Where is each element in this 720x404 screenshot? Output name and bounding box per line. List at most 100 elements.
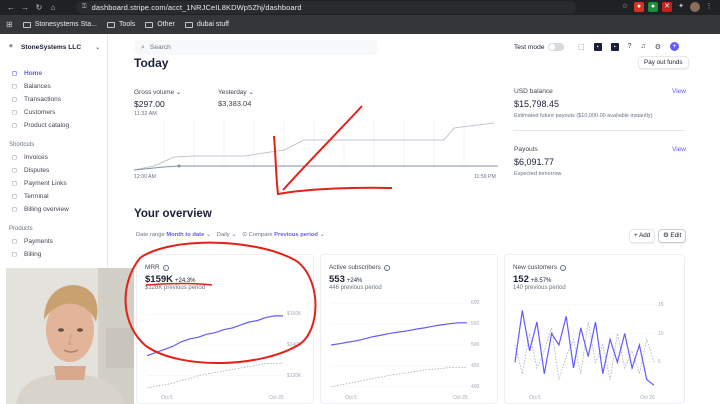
notifications-icon[interactable]: ♫ [640,43,646,50]
active-subscribers-card[interactable]: Active subscribers i 553 +24% 446 previous… [320,254,498,404]
extension-red-icon[interactable]: ● [634,2,644,12]
mrr-card[interactable]: MRR i $159K +24.3% $128K previous period $… [136,254,314,404]
x-tick-label: Oct 26 [453,395,468,401]
edit-overview-button[interactable]: ⚙ Edit [658,229,687,243]
test-mode-toggle[interactable] [548,43,565,51]
apps-icon[interactable]: ⬚ [578,43,585,51]
address-bar[interactable]: ⚿ dashboard.stripe.com/acct_1NRJCeIL8KDW… [76,1,576,14]
today-line [134,165,498,171]
y-tick-label: 400 [471,383,480,390]
sidebar-item-label: Product catalog [24,122,70,129]
sidebar-item-billing[interactable]: ◻ Billing [0,248,107,261]
shortcuts-heading: Shortcuts [9,142,35,148]
help-icon[interactable]: ? [627,43,632,50]
extension-green-icon[interactable]: ● [648,2,658,12]
sidebar-item-payment-links[interactable]: ◻ Payment Links [0,177,107,190]
profile-avatar[interactable] [690,2,700,12]
previous-period-line [146,363,283,389]
sidebar-item-billing-overview[interactable]: ◻ Billing overview [0,203,107,216]
y-tick-label: 5 [658,359,661,366]
card-previous: $128K previous period [145,285,206,291]
webcam-overlay [6,268,134,404]
settings-icon[interactable]: ⚙ [654,43,662,51]
back-icon[interactable]: ← [7,3,15,12]
reload-icon[interactable]: ↻ [35,3,43,12]
current-period-line [330,322,467,346]
billing-icon: ◻ [12,252,17,258]
sidebar-item-disputes[interactable]: ◻ Disputes [0,164,107,177]
apps-grid-icon[interactable]: ⊞ [6,20,13,29]
app-dark-icon[interactable]: ▪ [593,42,602,51]
compare-icon: ⊙ [242,232,248,238]
payouts-view-link[interactable]: View [672,146,686,153]
sidebar-item-product-catalog[interactable]: ◻ Product catalog [0,119,107,132]
account-switcher[interactable]: ◆ StoneSystems LLC ⌄ [0,34,107,51]
create-icon[interactable]: + [670,42,680,51]
date-range-filter[interactable]: Date range Month to date ⌄ [136,232,211,238]
url-text: dashboard.stripe.com/acct_1NRJCeIL8KDWp5… [91,3,302,12]
overview-filters: Date range Month to date ⌄ Daily ⌄ ⊙ Com… [136,232,324,238]
test-mode-label: Test mode [514,43,545,51]
sidebar-item-terminal[interactable]: ◻ Terminal [0,190,107,203]
card-previous: 140 previous period [513,285,566,291]
info-icon[interactable]: i [162,264,169,271]
sidebar-item-invoices[interactable]: ◻ Invoices [0,151,107,164]
today-x-start: 12:00 AM [134,174,156,180]
billing-icon: ◻ [12,207,17,213]
chevron-down-icon: ⌄ [319,232,325,238]
card-value: 553 [329,274,345,285]
account-name: StoneSystems LLC [21,43,82,51]
browser-menu-icon[interactable]: ⋮ [705,3,713,10]
app-dark2-icon[interactable]: ▪ [610,42,619,51]
yesterday-selector[interactable]: Yesterday ⌄ [218,89,254,96]
add-chart-button[interactable]: + Add [629,229,656,243]
sidebar-item-balances[interactable]: ◻ Balances [0,80,107,93]
search-placeholder: Search [149,44,171,51]
sidebar-item-label: Home [24,70,43,77]
sidebar-item-payments[interactable]: ◻ Payments [0,235,107,248]
sidebar-item-customers[interactable]: ◻ Customers [0,106,107,119]
usd-balance-view-link[interactable]: View [672,88,686,95]
bookmark-item[interactable]: Other [145,21,175,28]
products-nav: ◻ Payments ◻ Billing [0,235,107,261]
usd-balance-label: USD balance [514,88,553,95]
overview-heading: Your overview [134,208,212,220]
star-icon[interactable]: ☆ [621,3,629,10]
chevron-down-icon: ⌄ [205,232,211,238]
x-tick-label: Oct 5 [529,395,541,401]
today-chart [134,120,498,171]
bookmark-item[interactable]: Stonesystems Sta... [22,21,97,28]
bookmark-item[interactable]: dubai stuff [184,21,229,28]
bookmark-item[interactable]: Tools [106,21,135,28]
today-heading: Today [134,56,169,70]
interval-filter[interactable]: Daily ⌄ [216,232,237,238]
new-customers-card[interactable]: New customers i 152 +8.57% 140 previous pe… [504,254,685,404]
account-logo-icon: ◆ [9,43,13,49]
current-period-line [146,315,283,357]
extension-red2-icon[interactable]: ✕ [662,2,672,12]
sidebar-item-home[interactable]: ◻ Home [0,67,107,80]
gross-volume-selector[interactable]: Gross volume ⌄ [134,89,182,96]
info-icon[interactable]: i [383,264,390,271]
pay-out-funds-button[interactable]: Pay out funds [638,56,689,69]
card-title: New customers [513,264,558,271]
sidebar-item-label: Invoices [24,154,48,161]
compare-filter[interactable]: ⊙ Compare Previous period ⌄ [242,232,325,238]
payouts-sub: Expected tomorrow [514,171,562,177]
forward-icon[interactable]: → [21,3,29,12]
payments-icon: ◻ [12,239,17,245]
site-info-icon[interactable]: ⚿ [82,4,87,10]
sidebar-item-label: Customers [24,109,56,116]
chevron-down-icon: ⌄ [95,44,101,51]
today-x-end: 11:59 PM [474,174,496,180]
home-browser-icon[interactable]: ⌂ [50,3,56,12]
card-previous: 446 previous period [329,285,382,291]
chevron-down-icon: ⌄ [248,89,254,96]
yesterday-value: $3,383.04 [218,99,252,108]
search-input[interactable]: ⌕ Search [135,40,377,55]
usd-balance-sub: Estimated future payouts ($10,000.00 ava… [514,113,653,119]
info-icon[interactable]: i [560,264,567,271]
customers-icon: ◻ [12,110,17,116]
extensions-puzzle-icon[interactable]: ✦ [678,3,684,10]
sidebar-item-transactions[interactable]: ◻ Transactions [0,93,107,106]
